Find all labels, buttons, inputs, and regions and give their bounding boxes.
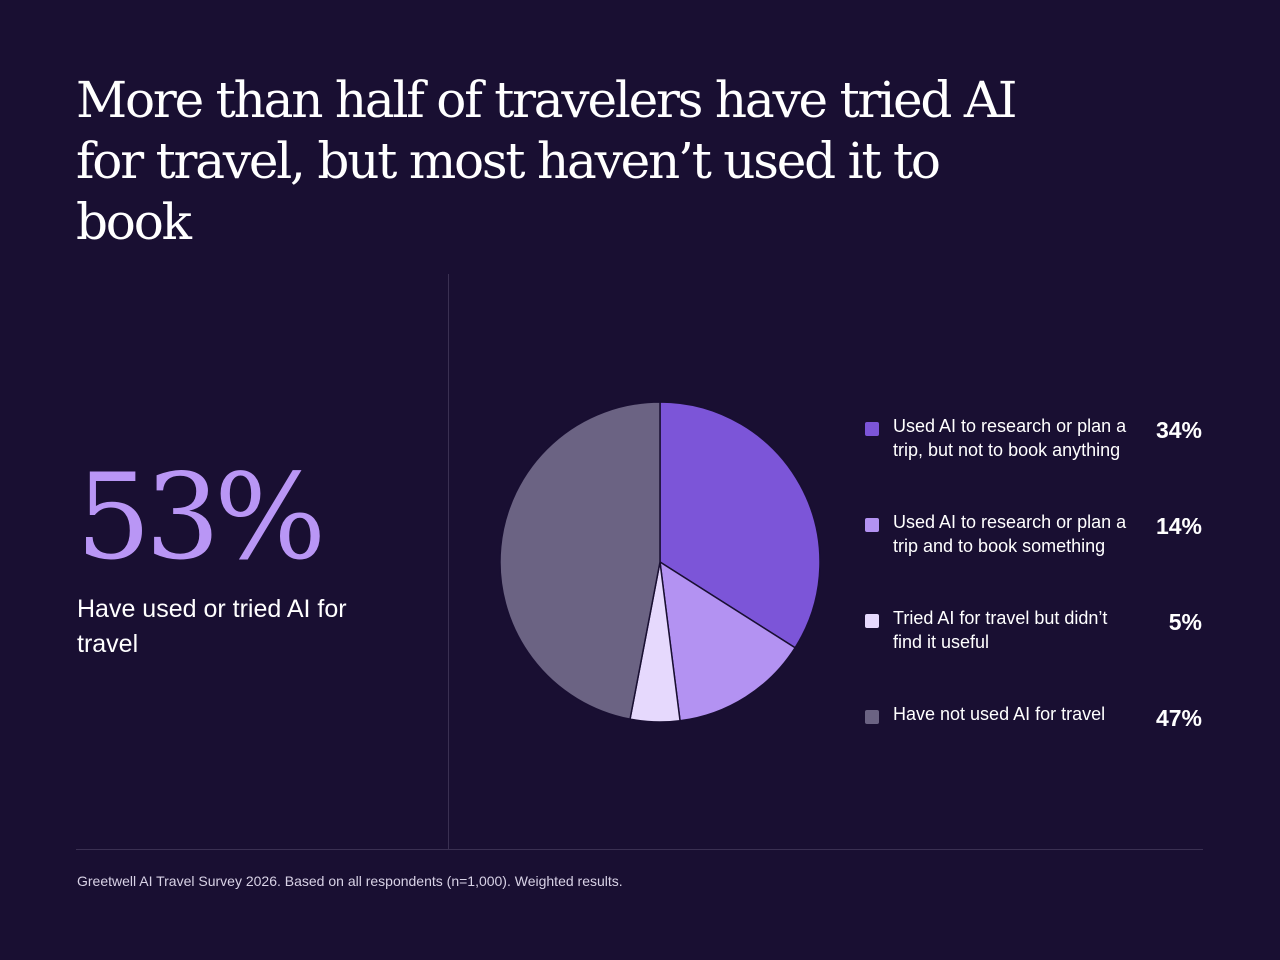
legend-swatch xyxy=(865,518,879,532)
headline-stat-caption: Have used or tried AI for travel xyxy=(77,595,347,658)
pie-slice xyxy=(659,561,796,722)
legend-label: Have not used AI for travel xyxy=(893,704,1106,724)
legend-item: Have not used AI for travel 47% xyxy=(864,702,1204,742)
legend-item: Used AI to research or plan a trip and t… xyxy=(864,510,1204,606)
legend-item: Used AI to research or plan a trip, but … xyxy=(864,414,1204,510)
legend-value: 34% xyxy=(1155,417,1202,443)
footer-divider xyxy=(76,849,1203,850)
legend-swatch xyxy=(865,422,879,436)
legend-value: 47% xyxy=(1155,705,1202,731)
legend-swatch xyxy=(865,614,879,628)
pie-slice xyxy=(659,401,821,649)
source-note: Greetwell AI Travel Survey 2026. Based o… xyxy=(77,873,623,889)
legend-swatch xyxy=(865,710,879,724)
pie-chart xyxy=(499,401,821,723)
legend-label: Used AI to research or plan a trip, but … xyxy=(893,416,1127,460)
vertical-divider xyxy=(448,274,449,849)
legend-value: 14% xyxy=(1155,513,1202,539)
chart-legend: Used AI to research or plan a trip, but … xyxy=(864,414,1204,742)
legend-value: 5% xyxy=(1168,609,1202,635)
legend-item: Tried AI for travel but didn’t find it u… xyxy=(864,606,1204,702)
headline-stat: 53% xyxy=(76,448,326,586)
legend-label: Tried AI for travel but didn’t find it u… xyxy=(893,608,1108,652)
legend-label: Used AI to research or plan a trip and t… xyxy=(893,512,1127,556)
page-title: More than half of travelers have tried A… xyxy=(76,71,1018,251)
pie-slice xyxy=(499,401,661,720)
